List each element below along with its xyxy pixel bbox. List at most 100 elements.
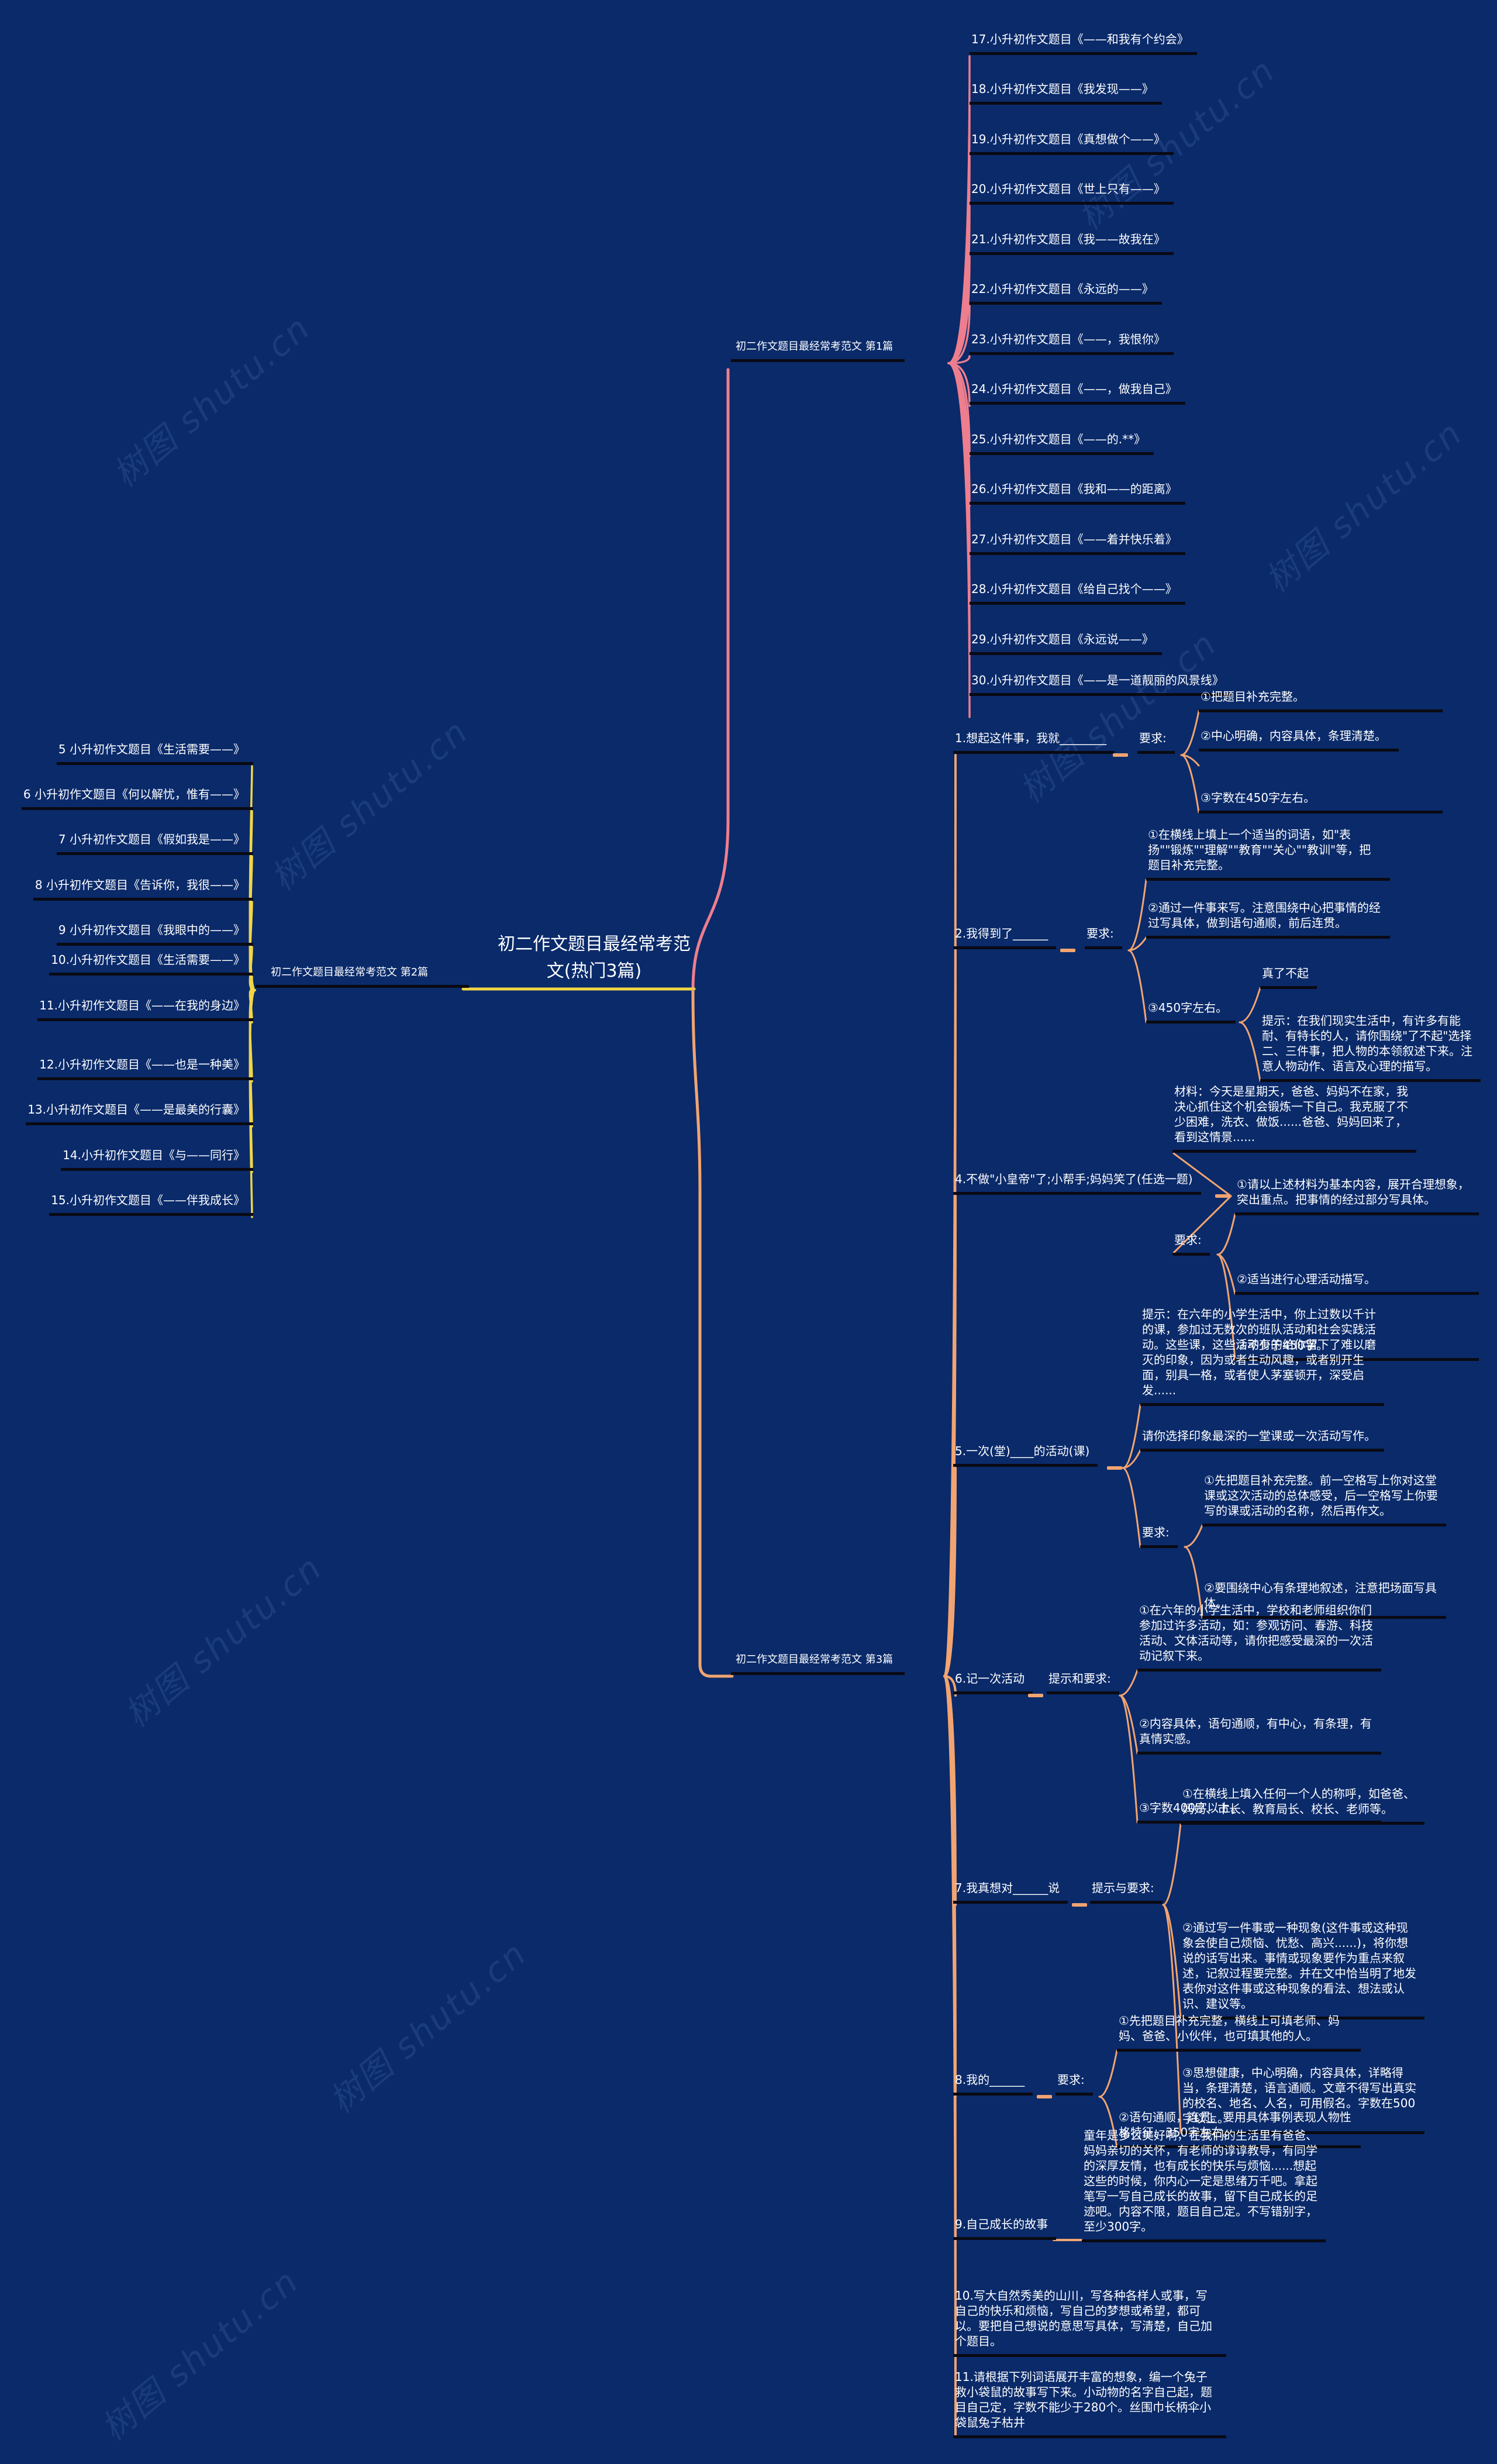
branch-connector-line [1162,1904,1182,2134]
branch-connector-line [1216,1253,1236,1361]
b3-item-7-req[interactable]: 提示与要求: [1090,1880,1163,1904]
connector-dash [1028,1694,1043,1697]
b3-item-6-req[interactable]: 提示和要求: [1047,1671,1119,1694]
b2-item-8[interactable]: 8 小升初作文题目《告诉你，我很——》 [33,877,253,901]
branch-connector-line [1180,754,1200,814]
b3-item-2-sub-2[interactable]: ③450字左右。 [1146,1000,1236,1023]
b2-item-12[interactable]: 12.小升初作文题目《——也是一种美》 [37,1057,253,1080]
b2-item-11[interactable]: 11.小升初作文题目《——在我的身边》 [37,998,253,1021]
b3-item-5[interactable]: 5.一次(堂)____的活动(课) [953,1443,1098,1467]
b3-item-2-extra-0[interactable]: 真了不起 [1260,966,1317,989]
b1-item-25[interactable]: 25.小升初作文题目《——的.**》 [970,432,1154,455]
branch-connector-line [1098,2096,1118,2148]
branch-connector-line [1239,987,1261,1023]
b3-item-1-req[interactable]: 要求: [1137,730,1175,754]
b3-item-1[interactable]: 1.想起这件事，我就________ [953,730,1115,754]
b2-item-13[interactable]: 13.小升初作文题目《——是最美的行囊》 [26,1102,253,1125]
b3-item-8-sub-0[interactable]: ①先把题目补充完整，横线上可填老师、妈妈、爸爸、小伙伴，也可填其他的人。 [1117,2013,1361,2052]
b3-item-9-note[interactable]: 童年是多么美好啊，在我们的生活里有爸爸、妈妈亲切的关怀，有老师的谆谆教导，有同学… [1082,2128,1326,2242]
b3-item-1-sub-2[interactable]: ③字数在450字左右。 [1199,790,1443,814]
b3-item-5-sub-1[interactable]: ②要围绕中心有条理地叙述，注意把场面写具体。 [1202,1580,1446,1619]
branch-connector-line [1119,1694,1139,1824]
branch1-label[interactable]: 初二作文题目最经常考范文 第1篇 [731,338,905,362]
b3-item-4-sub-1[interactable]: ②适当进行心理活动描写。 [1235,1271,1479,1295]
branch-connector-line [943,1195,957,1677]
b2-item-6[interactable]: 6 小升初作文题目《何以解忧，惟有——》 [21,787,253,810]
branch-connector-line [1162,1822,1182,1906]
b1-item-30[interactable]: 30.小升初作文题目《——是一道靓丽的风景线》 [970,673,1232,696]
b1-item-26[interactable]: 26.小升初作文题目《我和——的距离》 [970,481,1185,505]
b2-item-14[interactable]: 14.小升初作文题目《与——同行》 [61,1147,253,1171]
b3-item-7-sub-0[interactable]: ①在横线上填入任何一个人的称呼，如爸爸、妈妈、市长、教育局长、校长、老师等。 [1181,1786,1424,1825]
b2-item-5[interactable]: 5 小升初作文题目《生活需要——》 [56,742,253,765]
b3-item-5-note-1[interactable]: 请你选择印象最深的一堂课或一次活动写作。 [1140,1428,1384,1452]
b3-item-6-sub-0[interactable]: ①在六年的小学生活中，学校和老师组织你们参加过许多活动，如：参观访问、春游、科技… [1137,1603,1381,1672]
branch-connector-line [691,988,734,1678]
branch-connector-line [1216,1253,1236,1295]
b3-item-5-req[interactable]: 要求: [1140,1525,1178,1548]
b3-item-11[interactable]: 11.请根据下列词语展开丰富的想象，编一个兔子救小袋鼠的故事写下来。小动物的名字… [953,2369,1226,2438]
branch-connector-line [943,1467,957,1677]
b3-item-2-req[interactable]: 要求: [1085,926,1122,949]
b3-item-10[interactable]: 10.写大自然秀美的山川，写各种各样人或事，写自己的快乐和烦恼，写自己的梦想或希… [953,2288,1226,2357]
connector-dash [1060,949,1075,952]
branch3-label[interactable]: 初二作文题目最经常考范文 第3篇 [731,1651,905,1675]
b1-item-28[interactable]: 28.小升初作文题目《给自己找个——》 [970,581,1185,605]
b3-item-2-extra-1[interactable]: 提示：在我们现实生活中，有许多有能耐、有特长的人，请你围绕"了不起"选择二、三件… [1260,1013,1481,1082]
branch2-label[interactable]: 初二作文题目最经常考范文 第2篇 [256,964,470,988]
branch-connector-line [1098,2049,1118,2098]
branch-connector-line [249,989,256,1218]
branch-connector-line [943,1675,957,2438]
central-topic[interactable]: 初二作文题目最经常考范文(热门3篇) [498,934,691,981]
branch-connector-line [1122,1404,1141,1469]
b2-item-10[interactable]: 10.小升初作文题目《生活需要——》 [49,952,253,976]
b3-item-2-sub-0[interactable]: ①在横线上填上一个适当的词语，如"表扬""锻炼""理解""教育""关心""教训"… [1146,827,1390,881]
b3-item-2-sub-1[interactable]: ②通过一件事来写。注意围绕中心把事情的经过写具体，做到语句通顺，前后连贯。 [1146,900,1390,939]
b1-item-21[interactable]: 21.小升初作文题目《我——故我在》 [970,232,1174,255]
b3-item-8[interactable]: 8.我的______ [953,2072,1033,2096]
branch-connector-line [1180,710,1200,756]
b1-item-27[interactable]: 27.小升初作文题目《——着并快乐着》 [970,532,1185,555]
b3-item-9[interactable]: 9.自己成长的故事 [953,2217,1057,2240]
b2-item-7[interactable]: 7 小升初作文题目《假如我是——》 [56,832,253,855]
b1-item-20[interactable]: 20.小升初作文题目《世上只有——》 [970,181,1174,205]
b1-item-22[interactable]: 22.小升初作文题目《永远的——》 [970,281,1162,305]
branch-connector-line [691,368,730,992]
connector-dash [1072,1903,1087,1907]
branch-connector-line [947,362,971,718]
b3-item-4-req[interactable]: 要求: [1172,1232,1210,1256]
b3-item-6-sub-1[interactable]: ②内容具体，语句通顺，有中心，有条理，有真情实感。 [1137,1716,1381,1755]
b1-item-19[interactable]: 19.小升初作文题目《真想做个——》 [970,132,1174,155]
b1-item-29[interactable]: 29.小升初作文题目《永远说——》 [970,632,1162,655]
b1-item-18[interactable]: 18.小升初作文题目《我发现——》 [970,81,1162,105]
branch-connector-line [1172,1195,1232,1254]
b1-item-23[interactable]: 23.小升初作文题目《——，我恨你》 [970,332,1174,355]
branch-connector-line [1239,1021,1261,1082]
b3-item-8-sub-1[interactable]: ②语句通顺，连贯。要用具体事例表现人物性格特征。350字左右。 [1117,2110,1361,2148]
b3-item-5-note-0[interactable]: 提示：在六年的小学生活中，你上过数以千计的课，参加过无数次的班队活动和社会实践活… [1140,1307,1384,1406]
b3-item-4-sub-0[interactable]: ①请以上述材料为基本内容，展开合理想象，突出重点。把事情的经过部分写具体。 [1235,1177,1479,1215]
connector-dash [1113,753,1128,757]
b3-item-2[interactable]: 2.我得到了______ [953,926,1057,949]
b3-item-4[interactable]: 4.不做"小皇帝"了;小帮手;妈妈笑了(任选一题) [953,1171,1201,1195]
b2-item-9[interactable]: 9 小升初作文题目《我眼中的——》 [56,922,253,946]
b3-item-7-sub-1[interactable]: ②通过写一件事或一种现象(这件事或这种现象会使自己烦恼、忧愁、高兴......)… [1181,1920,1424,2020]
b3-item-6[interactable]: 6.记一次活动 [953,1671,1033,1694]
b3-item-7-sub-2[interactable]: ③思想健康，中心明确，内容具体，详略得当，条理清楚，语言通顺。文章不得写出真实的… [1181,2065,1424,2134]
b3-item-8-req[interactable]: 要求: [1056,2072,1093,2096]
b3-item-1-sub-1[interactable]: ②中心明确，内容具体，条理清楚。 [1199,728,1399,752]
b3-item-5-sub-0[interactable]: ①先把题目补充完整。前一空格写上你对这堂课或这次活动的总体感受，后一空格写上你要… [1202,1473,1446,1526]
b3-item-7[interactable]: 7.我真想对______说 [953,1880,1068,1904]
connector-dash [1107,1466,1122,1470]
b3-item-4-sub-2[interactable]: ③不少于450字。 [1235,1338,1479,1361]
b2-item-15[interactable]: 15.小升初作文题目《——伴我成长》 [49,1193,253,1216]
branch-connector-line [1184,1546,1203,1619]
b3-item-4-material[interactable]: 材料：今天是星期天，爸爸、妈妈不在家，我决心抓住这个机会锻炼一下自己。我克服了不… [1172,1084,1416,1153]
branch-connector-line [1184,1524,1203,1548]
b3-item-1-sub-0[interactable]: ①把题目补充完整。 [1199,689,1443,712]
b1-item-24[interactable]: 24.小升初作文题目《——，做我自己》 [970,381,1185,405]
b1-item-17[interactable]: 17.小升初作文题目《——和我有个约会》 [970,32,1197,55]
branch-connector-line [1216,1213,1236,1256]
